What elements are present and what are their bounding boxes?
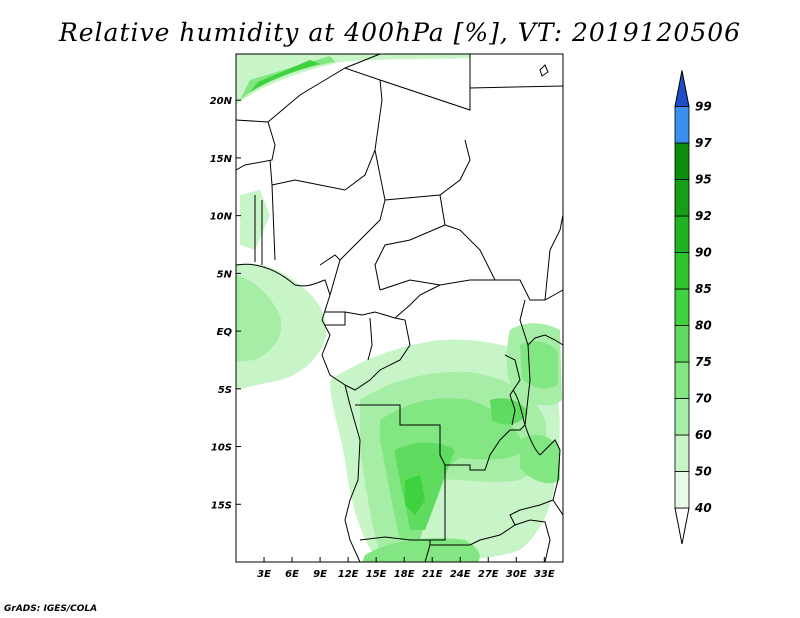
colorbar-bottom-arrow — [674, 507, 690, 545]
longitude-axis: 3E 6E 9E 12E 15E 18E 21E 24E 27E 30E 33E — [257, 557, 555, 580]
colorbar-label: 80 — [695, 319, 712, 333]
lon-tick-label: 33E — [534, 569, 555, 580]
colorbar-segment — [674, 325, 690, 363]
lat-tick-label: 5S — [218, 385, 232, 396]
colorbar-label: 50 — [695, 465, 712, 479]
map-frame — [235, 53, 564, 563]
lon-tick-label: 27E — [478, 569, 499, 580]
colorbar-segment — [674, 434, 690, 472]
lon-tick-label: 9E — [313, 569, 327, 580]
colorbar-label: 99 — [695, 100, 712, 114]
lat-tick-label: 15S — [211, 500, 232, 511]
colorbar-label: 92 — [695, 209, 712, 223]
latitude-axis: 20N 15N 10N 5N EQ 5S 10S 15S — [210, 96, 241, 511]
lat-tick-label: 10N — [210, 212, 233, 223]
colorbar-segment — [674, 288, 690, 326]
grads-credit: GrADS: IGES/COLA — [4, 604, 98, 614]
lon-tick-label: 6E — [285, 569, 299, 580]
lat-tick-label: 20N — [210, 96, 233, 107]
colorbar-segment — [674, 215, 690, 253]
colorbar-segment — [674, 361, 690, 399]
colorbar-segment — [674, 398, 690, 436]
map-title: Relative humidity at 400hPa [%], VT: 201… — [58, 18, 742, 47]
colorbar-label: 85 — [695, 282, 712, 296]
colorbar-label: 75 — [695, 355, 712, 369]
colorbar-segment — [674, 142, 690, 180]
colorbar-top-arrow — [674, 70, 690, 107]
humidity-field — [236, 54, 562, 562]
lon-tick-label: 12E — [338, 569, 359, 580]
colorbar-segment — [674, 252, 690, 290]
colorbar-label: 90 — [695, 246, 712, 260]
colorbar-label: 70 — [695, 392, 712, 406]
colorbar-label: 97 — [695, 136, 712, 150]
colorbar-label: 60 — [695, 428, 712, 442]
lon-tick-label: 3E — [257, 569, 271, 580]
lon-tick-label: 15E — [366, 569, 387, 580]
lon-tick-label: 21E — [422, 569, 443, 580]
country-borders — [235, 53, 564, 563]
lon-tick-label: 24E — [450, 569, 471, 580]
lat-tick-label: 5N — [217, 269, 233, 280]
lon-tick-label: 30E — [506, 569, 527, 580]
lat-tick-label: 15N — [210, 154, 233, 165]
colorbar-segment — [674, 471, 690, 509]
lon-tick-label: 18E — [394, 569, 415, 580]
colorbar: 40 50 60 70 75 80 85 90 92 95 97 99 — [674, 70, 712, 545]
lat-tick-label: EQ — [217, 327, 233, 338]
colorbar-segment — [674, 179, 690, 217]
lat-tick-label: 10S — [211, 443, 232, 454]
colorbar-label: 40 — [694, 501, 712, 515]
colorbar-label: 95 — [695, 173, 712, 187]
colorbar-segment — [674, 106, 690, 144]
